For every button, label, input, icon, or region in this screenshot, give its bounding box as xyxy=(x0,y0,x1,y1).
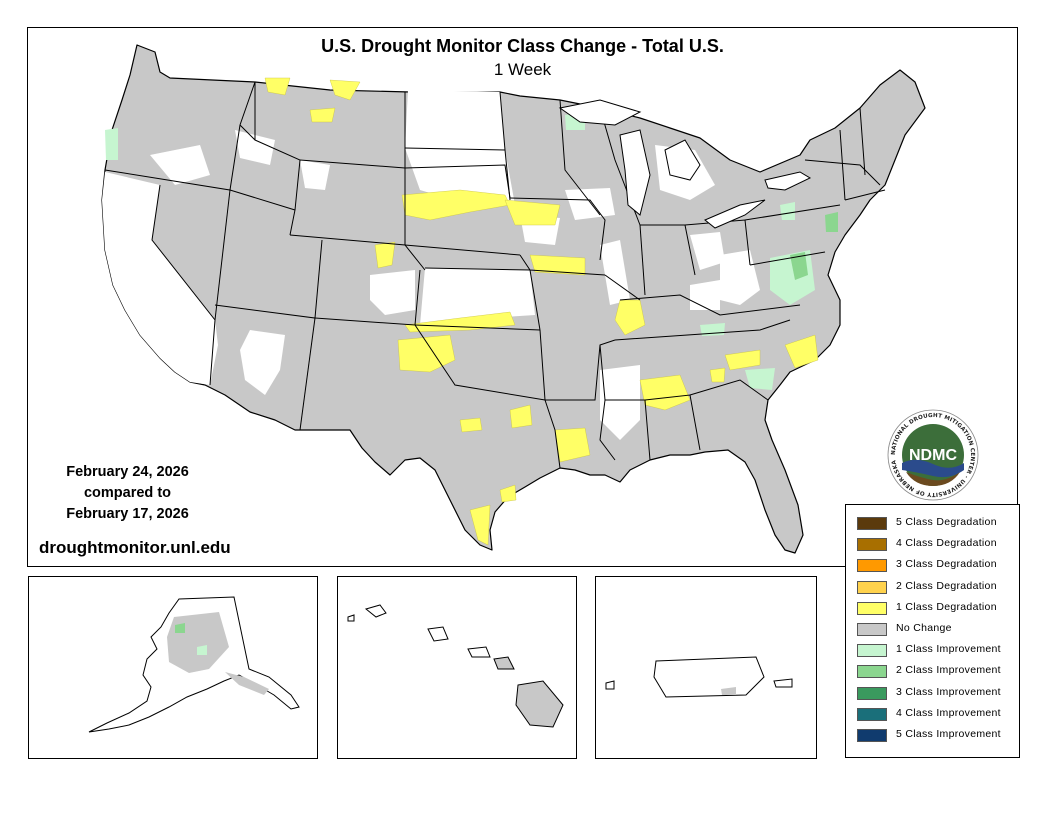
hawaii-inset-panel xyxy=(337,576,577,759)
legend-label: 3 Class Improvement xyxy=(896,685,1001,698)
legend-swatch xyxy=(857,622,887,636)
map-subtitle: 1 Week xyxy=(493,60,552,79)
legend-item: 3 Class Improvement xyxy=(846,686,1019,707)
legend-label: 5 Class Degradation xyxy=(896,516,997,528)
legend: 5 Class Degradation 4 Class Degradation 3 … xyxy=(845,504,1020,758)
legend-item: 5 Class Degradation xyxy=(846,516,1019,537)
puerto-rico-map xyxy=(605,656,793,698)
state-boundaries xyxy=(104,81,886,469)
previous-date: February 17, 2026 xyxy=(66,506,189,522)
hawaii-map xyxy=(347,604,564,728)
legend-label: 3 Class Degradation xyxy=(896,558,997,571)
legend-item: 3 Class Degradation xyxy=(846,558,1019,579)
legend-item: 5 Class Improvement xyxy=(846,728,1019,749)
legend-swatch xyxy=(857,728,887,742)
legend-swatch xyxy=(857,644,887,658)
legend-item: 4 Class Degradation xyxy=(846,537,1019,558)
legend-swatch xyxy=(857,707,887,721)
legend-swatch xyxy=(857,538,887,552)
legend-swatch xyxy=(857,559,887,573)
website-link[interactable]: droughtmonitor.unl.edu xyxy=(39,538,231,557)
legend-swatch xyxy=(857,686,887,700)
legend-item: 4 Class Improvement xyxy=(846,707,1019,728)
legend-swatch xyxy=(857,601,887,615)
map-title: U.S. Drought Monitor Class Change - Tota… xyxy=(321,36,724,56)
great-lakes xyxy=(558,99,812,229)
legend-swatch xyxy=(857,580,887,594)
legend-label: 4 Class Improvement xyxy=(896,706,1001,719)
legend-label: 5 Class Improvement xyxy=(896,727,1001,740)
legend-item: 2 Class Improvement xyxy=(846,664,1019,685)
ndmc-logo: NATIONAL DROUGHT MITIGATION CENTER · UNI… xyxy=(887,409,979,501)
legend-label: 4 Class Degradation xyxy=(896,537,997,550)
current-date: February 24, 2026 xyxy=(66,464,189,480)
alaska-map xyxy=(88,596,300,733)
legend-label: 2 Class Degradation xyxy=(896,579,997,592)
legend-item: 2 Class Degradation xyxy=(846,580,1019,601)
legend-item: No Change xyxy=(846,622,1019,643)
legend-label: 1 Class Degradation xyxy=(896,600,997,613)
legend-item: 1 Class Improvement xyxy=(846,643,1019,664)
alaska-inset-panel xyxy=(28,576,318,759)
improvement-areas xyxy=(105,112,838,390)
legend-swatch xyxy=(857,517,887,530)
puerto-rico-inset-panel xyxy=(595,576,817,759)
legend-swatch xyxy=(857,665,887,679)
legend-label: 2 Class Improvement xyxy=(896,664,1001,677)
logo-text: NDMC xyxy=(909,447,957,464)
legend-item: 1 Class Degradation xyxy=(846,601,1019,622)
compared-to-label: compared to xyxy=(83,485,171,501)
legend-label: 1 Class Improvement xyxy=(896,643,1001,656)
legend-label: No Change xyxy=(896,621,952,634)
